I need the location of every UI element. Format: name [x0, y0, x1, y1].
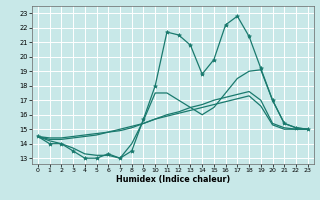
X-axis label: Humidex (Indice chaleur): Humidex (Indice chaleur): [116, 175, 230, 184]
